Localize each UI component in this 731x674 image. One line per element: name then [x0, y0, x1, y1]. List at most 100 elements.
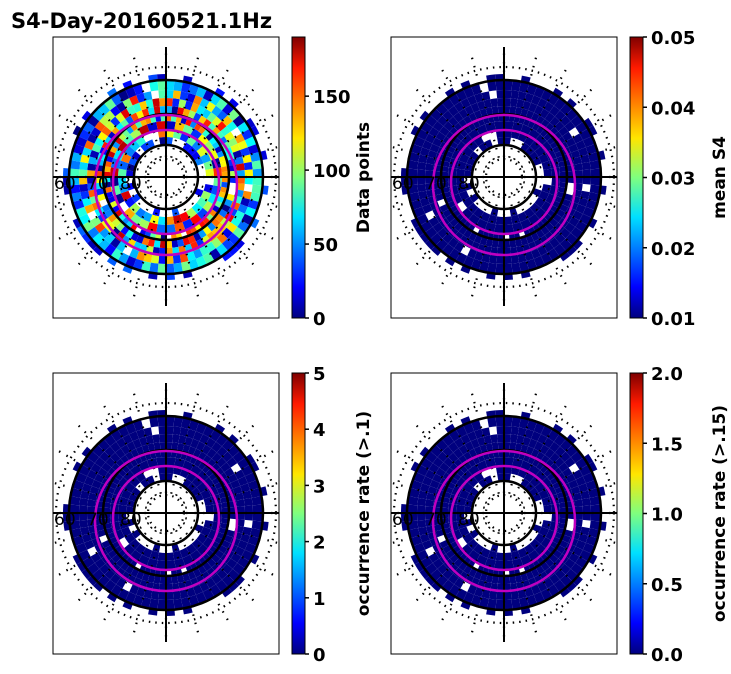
- heat-cell: [526, 258, 538, 271]
- heat-cell: [94, 137, 105, 147]
- heat-cell: [585, 143, 598, 155]
- heat-cell: [444, 423, 456, 434]
- heat-cell: [559, 171, 567, 177]
- colorbar-tick-label: 0.0: [651, 645, 683, 666]
- heat-cell: [166, 416, 175, 427]
- heat-cell: [252, 177, 263, 186]
- heat-cell: [428, 552, 440, 563]
- heat-cell: [221, 251, 233, 262]
- heat-cell: [467, 140, 479, 152]
- heat-cell: [417, 161, 427, 171]
- radial-tick-label: 70: [425, 510, 447, 530]
- heat-cell: [510, 254, 520, 264]
- heat-cell: [558, 496, 567, 504]
- heat-cell: [202, 477, 215, 489]
- dotted-longitude-line: [185, 145, 279, 173]
- heat-cell: [588, 553, 598, 565]
- heat-cell: [252, 504, 263, 513]
- heat-cell: [103, 186, 112, 194]
- heat-cell: [568, 143, 579, 153]
- heat-cell: [186, 587, 196, 598]
- heat-cell: [531, 95, 541, 106]
- heat-cell: [417, 519, 427, 529]
- heat-cell: [453, 448, 464, 459]
- heat-cell: [467, 476, 479, 488]
- heat-cell: [104, 232, 116, 244]
- heat-cell: [425, 177, 434, 184]
- heat-cell: [432, 558, 444, 569]
- heat-cell: [202, 141, 215, 153]
- heat-cell: [524, 92, 534, 103]
- heat-cell: [171, 207, 180, 217]
- axes-frame: [52, 36, 280, 319]
- heat-cell: [467, 248, 477, 259]
- heat-cell: [407, 520, 419, 530]
- heat-cell: [441, 181, 449, 188]
- dotted-longitude-line: [53, 522, 150, 579]
- heat-cell: [504, 255, 512, 264]
- heat-cell: [188, 83, 200, 96]
- heat-cell: [590, 177, 601, 186]
- heat-cell: [580, 490, 590, 500]
- heat-cell: [541, 519, 552, 530]
- heat-cell: [69, 504, 80, 513]
- heat-cell: [497, 239, 504, 248]
- heat-cell: [123, 470, 136, 483]
- heat-cell: [474, 92, 484, 103]
- heat-cell: [250, 217, 260, 229]
- heat-cell: [517, 427, 527, 437]
- heat-cell: [458, 489, 470, 500]
- heat-cell: [570, 149, 581, 159]
- dotted-longitude-line: [391, 181, 485, 209]
- heat-cell: [226, 457, 238, 468]
- heat-cell: [573, 499, 583, 507]
- heat-cell: [250, 528, 262, 539]
- heat-cell: [120, 526, 132, 537]
- heat-cell: [504, 80, 513, 91]
- heat-cell: [464, 506, 473, 513]
- heat-cell: [106, 87, 118, 98]
- heat-cell: [559, 177, 567, 183]
- heat-cell: [89, 485, 100, 495]
- heat-cell: [541, 183, 552, 194]
- heat-cell: [551, 177, 560, 187]
- heat-cell: [205, 504, 214, 513]
- colorbar-label: occurrence rate (>.1): [354, 411, 374, 616]
- heat-cell: [159, 98, 166, 107]
- heat-cell: [562, 131, 573, 142]
- heat-cell: [110, 452, 121, 463]
- heat-cell: [105, 121, 116, 132]
- heat-cell: [490, 98, 498, 108]
- heat-cell: [559, 227, 571, 239]
- heat-cell: [76, 225, 87, 237]
- heat-cell: [417, 497, 427, 507]
- heat-cell: [245, 453, 256, 465]
- heat-cell: [203, 519, 214, 530]
- heat-cell: [408, 192, 420, 203]
- heat-cell: [509, 239, 517, 248]
- heat-cell: [444, 256, 456, 267]
- heat-cell: [147, 237, 156, 247]
- heat-cell: [467, 431, 477, 442]
- heat-cell: [464, 518, 474, 527]
- heat-cell: [124, 533, 136, 544]
- heat-cell: [132, 594, 144, 607]
- heat-cell: [174, 558, 186, 569]
- heat-cell: [448, 177, 457, 187]
- heat-cell: [234, 156, 244, 165]
- overlay-contour: [449, 128, 559, 236]
- heat-cell: [544, 231, 555, 242]
- heat-cell: [190, 438, 200, 449]
- heat-cell: [94, 121, 106, 132]
- heat-cell: [497, 434, 504, 443]
- heat-cell: [454, 437, 465, 449]
- heat-cell: [534, 533, 546, 544]
- heat-cell: [156, 560, 166, 569]
- heat-cell: [526, 419, 538, 432]
- heat-cell: [126, 506, 135, 513]
- heat-cell: [220, 496, 229, 504]
- colorbar: [291, 36, 306, 319]
- axes-frame: [390, 372, 618, 655]
- heat-cell: [152, 543, 161, 553]
- heat-cell: [540, 201, 553, 213]
